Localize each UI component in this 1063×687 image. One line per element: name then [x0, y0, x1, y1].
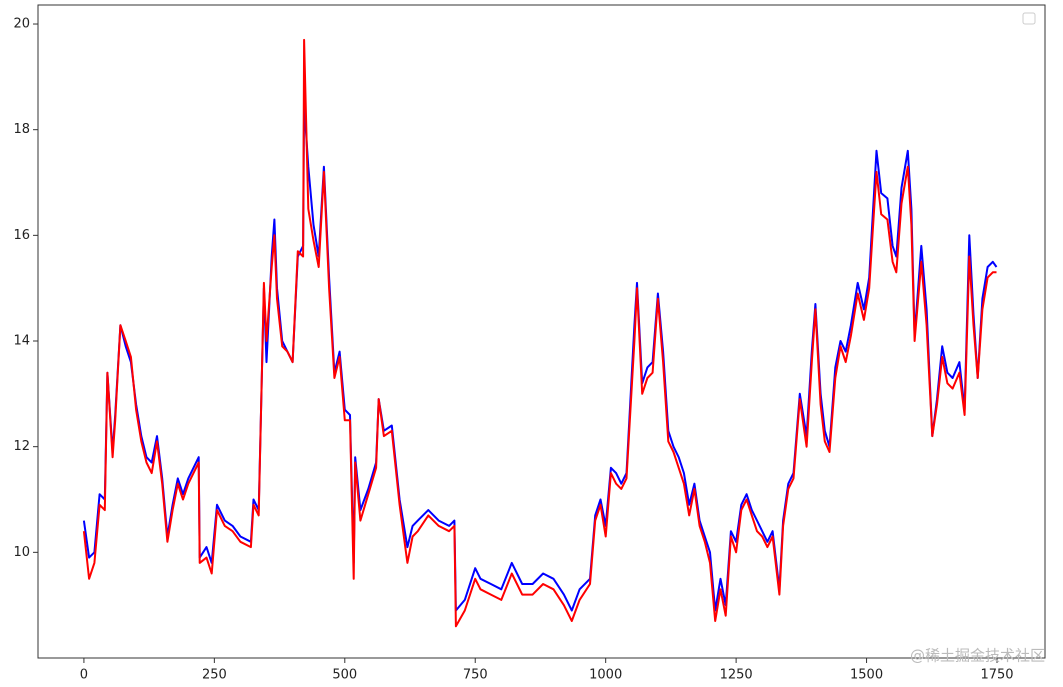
y-tick-label: 14 [13, 334, 30, 349]
x-tick-label: 1000 [589, 668, 622, 683]
y-tick-label: 18 [13, 122, 30, 137]
x-tick-label: 750 [463, 668, 488, 683]
plot-frame [37, 4, 1046, 659]
series-line [82, 102, 998, 612]
x-tick-label: 1750 [980, 668, 1013, 683]
legend-box [1022, 12, 1036, 25]
x-tick-label: 1500 [850, 668, 883, 683]
x-tick-label: 0 [80, 668, 88, 683]
y-tick-label: 20 [13, 17, 30, 32]
series-line [82, 38, 997, 628]
y-tick-label: 16 [13, 228, 30, 243]
x-tick-label: 250 [202, 668, 227, 683]
x-tick-label: 1250 [720, 668, 753, 683]
watermark: @稀土掘金技术社区 [910, 647, 1045, 665]
y-tick-label: 12 [13, 439, 30, 454]
y-tick-label: 10 [13, 545, 30, 560]
x-tick-label: 500 [332, 668, 357, 683]
